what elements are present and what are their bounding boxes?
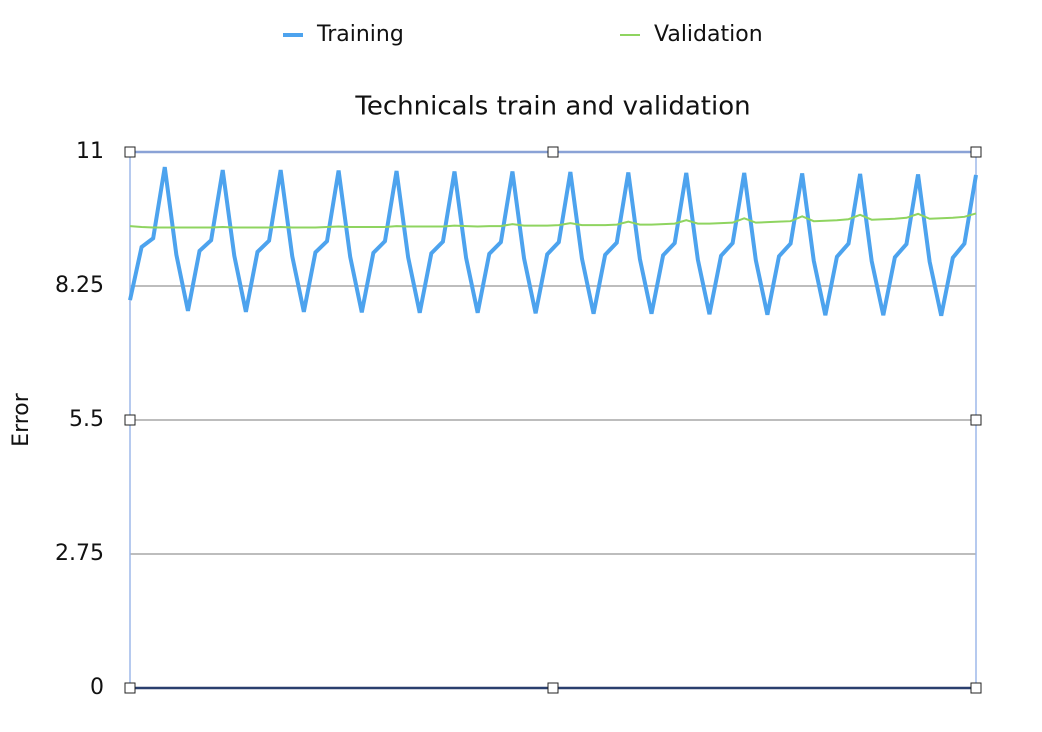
handle[interactable] [970, 682, 982, 694]
legend-label: Training [316, 22, 404, 47]
selection-handles [124, 146, 982, 694]
handle[interactable] [970, 146, 982, 158]
y-tick-label: 11 [76, 139, 104, 164]
y-tick-label: 8.25 [55, 273, 104, 298]
chart-title: Technicals train and validation [354, 92, 750, 122]
handle[interactable] [124, 414, 136, 426]
y-axis-label: Error [9, 392, 34, 447]
handle[interactable] [547, 682, 559, 694]
line-series [129, 212, 977, 229]
handle[interactable] [970, 414, 982, 426]
series-lines [128, 166, 978, 317]
y-tick-label: 2.75 [55, 541, 104, 566]
handle[interactable] [124, 682, 136, 694]
legend-label: Validation [654, 22, 763, 47]
y-tick-label: 5.5 [69, 407, 104, 432]
handle[interactable] [124, 146, 136, 158]
line-series [128, 166, 978, 317]
handle[interactable] [547, 146, 559, 158]
y-tick-label: 0 [90, 675, 104, 700]
